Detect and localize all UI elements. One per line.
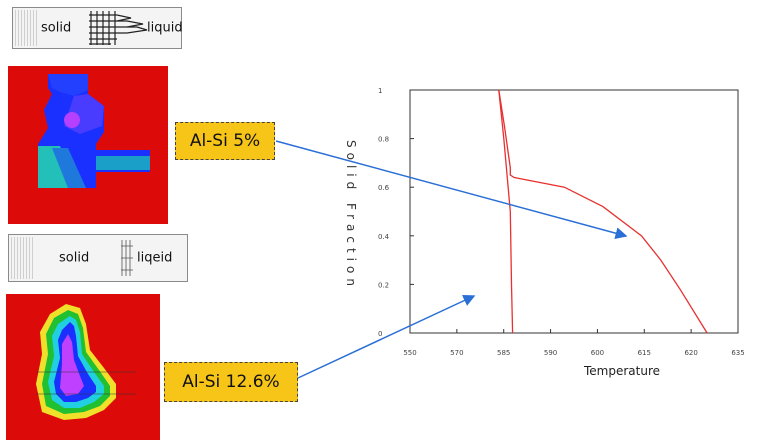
y-axis-label: Solid Fraction: [338, 140, 358, 291]
arrow-al-si-12-6: [298, 296, 474, 378]
x-tick-label: 570: [450, 349, 463, 357]
y-tick-label: 0.6: [378, 184, 390, 192]
arrow-al-si-5: [276, 141, 626, 236]
y-tick-label: 1: [378, 87, 382, 95]
x-tick-label: 620: [684, 349, 697, 357]
x-axis-label: Temperature: [583, 364, 660, 378]
y-tick-label: 0.4: [378, 233, 390, 241]
y-tick-label: 0.2: [378, 281, 389, 289]
y-tick-label: 0: [378, 330, 382, 338]
chart-plot-frame: [410, 90, 738, 333]
series-line-2: [499, 90, 513, 333]
x-tick-label: 550: [403, 349, 416, 357]
x-tick-label: 590: [544, 349, 557, 357]
x-tick-label: 585: [497, 349, 510, 357]
x-tick-label: 600: [591, 349, 604, 357]
x-tick-label: 635: [731, 349, 744, 357]
x-tick-label: 615: [638, 349, 651, 357]
series-line-1: [499, 90, 707, 333]
y-tick-label: 0.8: [378, 136, 389, 144]
